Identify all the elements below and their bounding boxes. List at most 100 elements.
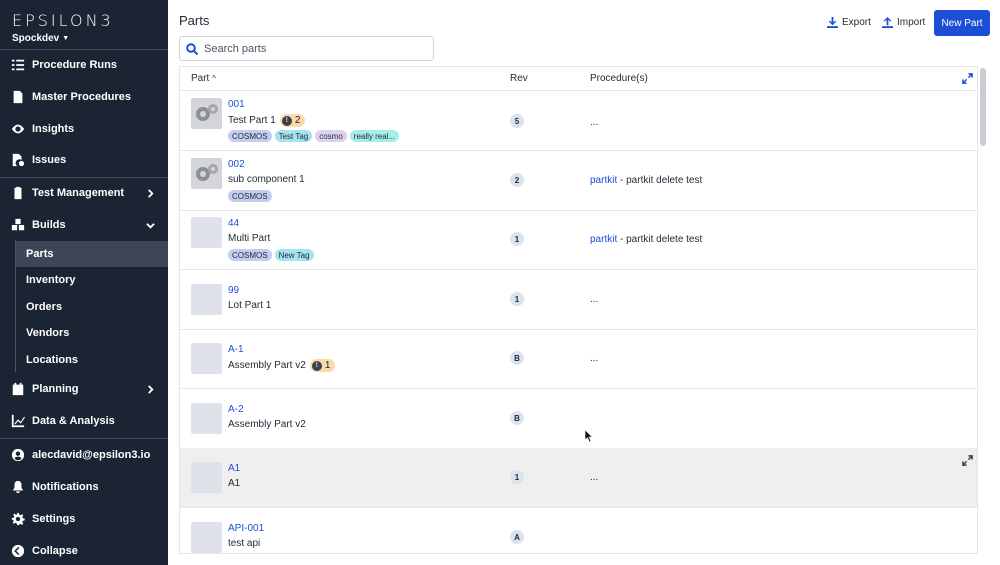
procedures-cell: ...: [590, 353, 599, 364]
clipboard-icon: [11, 186, 25, 200]
alert-icon: !: [311, 360, 322, 371]
eye-icon: [11, 122, 25, 136]
part-name: Assembly Part v2: [228, 419, 306, 430]
nav-label: Insights: [32, 123, 75, 135]
download-icon: [827, 17, 838, 28]
tag[interactable]: Test Tag: [274, 130, 313, 142]
tag[interactable]: COSMOS: [228, 249, 272, 261]
caret-down-icon: ▼: [62, 35, 70, 42]
nav-user-account[interactable]: alecdavid@epsilon3.io: [0, 441, 168, 469]
tag[interactable]: COSMOS: [228, 190, 272, 202]
table-row[interactable]: A1 A1 1 ...: [180, 448, 977, 508]
chevron-right-icon[interactable]: [144, 186, 156, 200]
table-row[interactable]: 99 Lot Part 1 1 ...: [180, 270, 977, 330]
part-number-link[interactable]: API-001: [228, 523, 265, 534]
chevron-right-icon[interactable]: [144, 382, 156, 396]
column-header-rev[interactable]: Rev: [510, 73, 528, 84]
nav-label: Issues: [32, 154, 67, 166]
new-part-button[interactable]: New Part: [934, 10, 990, 36]
part-thumbnail: [191, 217, 222, 248]
nav-builds[interactable]: Builds: [0, 211, 168, 239]
table-row[interactable]: A-2 Assembly Part v2 B: [180, 389, 977, 449]
tag[interactable]: really real...: [349, 130, 400, 142]
subnav-locations[interactable]: Locations: [26, 354, 78, 366]
search-input[interactable]: [204, 42, 424, 55]
tag[interactable]: New Tag: [274, 249, 314, 261]
table-row[interactable]: 44 Multi Part COSMOS New Tag 1 partkit -…: [180, 210, 977, 270]
app-logo[interactable]: EPSILON3: [12, 11, 114, 30]
part-number-link[interactable]: 002: [228, 159, 245, 170]
part-thumbnail: [191, 158, 222, 189]
table-row[interactable]: API-001 test api A: [180, 508, 977, 553]
part-name: Assembly Part v2 ! 1: [228, 359, 336, 372]
column-header-procedures[interactable]: Procedure(s): [590, 73, 648, 84]
tag[interactable]: COSMOS: [228, 130, 272, 142]
procedures-cell: partkit - partkit delete test: [590, 234, 703, 245]
issue-file-icon: [11, 153, 25, 167]
part-thumbnail: [191, 462, 222, 493]
nav-master-procedures[interactable]: Master Procedures: [0, 83, 168, 111]
nav-data-analysis[interactable]: Data & Analysis: [0, 407, 168, 435]
nav-planning[interactable]: Planning: [0, 375, 168, 403]
column-header-part[interactable]: Part ^: [191, 73, 216, 84]
import-button[interactable]: Import: [882, 17, 925, 28]
search-box[interactable]: [179, 36, 434, 61]
nav-notifications[interactable]: Notifications: [0, 473, 168, 501]
part-thumbnail: [191, 522, 222, 553]
tag-list: COSMOS New Tag: [228, 249, 314, 261]
mouse-cursor-icon: [584, 429, 594, 443]
part-number-link[interactable]: 99: [228, 285, 240, 296]
revision-badge: A: [510, 530, 524, 544]
workspace-selector[interactable]: Spockdev ▼: [12, 33, 69, 44]
nav-insights[interactable]: Insights: [0, 115, 168, 143]
part-number-link[interactable]: A1: [228, 463, 241, 474]
parts-table: Part ^ Rev Procedure(s) 001 Test Part 1 …: [179, 66, 978, 554]
revision-badge: 1: [510, 470, 524, 484]
page-title: Parts: [179, 13, 210, 28]
calendar-icon: [11, 382, 25, 396]
nav-label: Procedure Runs: [32, 59, 117, 71]
issue-count-badge[interactable]: ! 1: [309, 359, 336, 372]
procedure-link[interactable]: partkit: [590, 234, 618, 245]
subnav-vendors[interactable]: Vendors: [26, 327, 70, 339]
table-row[interactable]: 001 Test Part 1 ! 2 COSMOS Test Tag cosmo…: [180, 91, 977, 151]
revision-badge: 1: [510, 292, 524, 306]
revision-badge: B: [510, 411, 524, 425]
subnav-parts[interactable]: Parts: [16, 241, 169, 267]
table-row[interactable]: 002 sub component 1 COSMOS 2 partkit - p…: [180, 151, 977, 211]
export-button[interactable]: Export: [827, 17, 871, 28]
expand-icon[interactable]: [962, 73, 974, 85]
tag[interactable]: cosmo: [315, 130, 347, 142]
bell-icon: [11, 480, 25, 494]
table-header: Part ^ Rev Procedure(s): [180, 67, 977, 91]
divider: [0, 438, 168, 439]
part-number-link[interactable]: 44: [228, 218, 240, 229]
nav-procedure-runs[interactable]: Procedure Runs: [0, 51, 168, 79]
table-row[interactable]: A-1 Assembly Part v2 ! 1 B ...: [180, 329, 977, 389]
subnav-orders[interactable]: Orders: [26, 301, 63, 313]
nav-label: alecdavid@epsilon3.io: [32, 449, 151, 461]
nav-issues[interactable]: Issues: [0, 146, 168, 174]
nav-label: Builds: [32, 219, 66, 231]
part-thumbnail: [191, 284, 222, 315]
part-number-link[interactable]: 001: [228, 99, 245, 110]
export-label: Export: [842, 17, 871, 28]
part-number-link[interactable]: A-1: [228, 344, 244, 355]
table-scrollbar[interactable]: [980, 68, 986, 146]
nav-label: Settings: [32, 513, 76, 525]
subnav-inventory[interactable]: Inventory: [26, 274, 76, 286]
nav-settings[interactable]: Settings: [0, 505, 168, 533]
chevron-down-icon[interactable]: [144, 218, 156, 232]
nav-collapse[interactable]: Collapse: [0, 537, 168, 565]
nav-test-management[interactable]: Test Management: [0, 179, 168, 207]
row-expand-icon[interactable]: [962, 455, 974, 467]
revision-badge: 5: [510, 114, 524, 128]
divider: [0, 177, 168, 178]
issue-count-badge[interactable]: ! 2: [279, 114, 306, 127]
part-number-link[interactable]: A-2: [228, 404, 244, 415]
part-thumbnail: [191, 343, 222, 374]
part-thumbnail: [191, 403, 222, 434]
cubes-icon: [11, 218, 25, 232]
procedure-link[interactable]: partkit: [590, 175, 618, 186]
part-name: A1: [228, 478, 241, 489]
